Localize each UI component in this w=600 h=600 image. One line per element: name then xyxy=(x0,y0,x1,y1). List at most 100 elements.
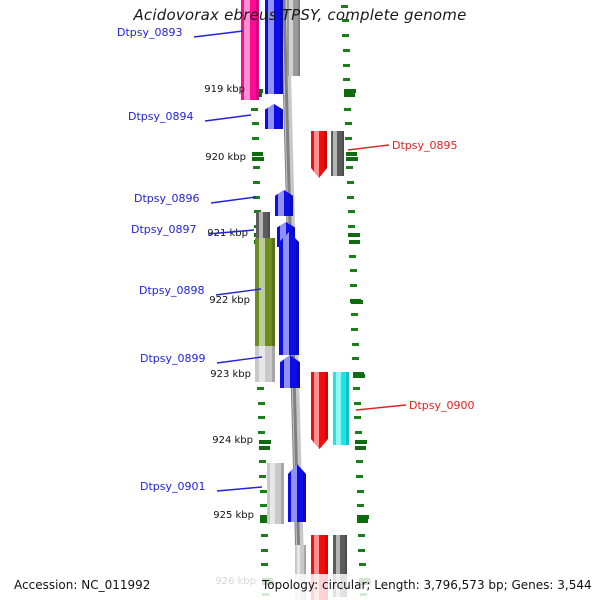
gene-shadow xyxy=(303,464,306,522)
ruler-tick-major xyxy=(349,240,360,244)
gene-glyph[interactable] xyxy=(311,131,327,178)
ruler-tick-minor xyxy=(260,490,267,493)
gene-shadow xyxy=(324,131,327,178)
ruler-tick-minor xyxy=(351,328,358,331)
gene-highlight xyxy=(314,131,319,178)
ruler-tick-major xyxy=(259,446,270,450)
ruler-tick-minor xyxy=(345,137,352,140)
ruler-tick-minor xyxy=(343,49,350,52)
gene-glyph[interactable] xyxy=(279,232,299,355)
gene-highlight xyxy=(268,104,274,129)
gene-body xyxy=(275,190,293,216)
gene-highlight xyxy=(314,535,320,600)
ruler-tick-minor xyxy=(344,108,351,111)
gene-glyph[interactable] xyxy=(331,131,344,176)
gene-shadow xyxy=(296,355,300,388)
gene-glyph[interactable] xyxy=(265,104,283,129)
feature-label-dtpsy_0896[interactable]: Dtpsy_0896 xyxy=(134,192,200,205)
gene-shadow xyxy=(281,463,284,524)
ruler-label-5: 924 kbp xyxy=(212,435,253,446)
ruler-tick-minor xyxy=(357,504,364,507)
accession-text: Accession: NC_011992 xyxy=(14,578,151,592)
feature-label-dtpsy_0899[interactable]: Dtpsy_0899 xyxy=(140,352,206,365)
ruler-tick-minor xyxy=(356,475,363,478)
feature-label-dtpsy_0898[interactable]: Dtpsy_0898 xyxy=(139,284,205,297)
ruler-tick-minor xyxy=(261,563,268,566)
gene-glyph[interactable] xyxy=(333,372,349,445)
ruler-tick-major xyxy=(344,93,355,97)
ruler-tick-minor xyxy=(252,122,259,125)
ruler-tick-major xyxy=(252,152,263,156)
ruler-tick-minor xyxy=(350,269,357,272)
ruler-tick-minor xyxy=(254,210,261,213)
gene-shadow xyxy=(346,372,349,445)
feature-label-dtpsy_0893[interactable]: Dtpsy_0893 xyxy=(117,26,183,39)
leader-line xyxy=(204,114,252,122)
gene-shadow xyxy=(325,372,328,449)
gene-body xyxy=(288,464,306,522)
gene-shadow xyxy=(295,232,299,355)
feature-label-dtpsy_0895[interactable]: Dtpsy_0895 xyxy=(392,139,458,152)
gene-glyph[interactable] xyxy=(288,464,306,522)
feature-label-dtpsy_0900[interactable]: Dtpsy_0900 xyxy=(409,399,475,412)
gene-shadow xyxy=(280,104,283,129)
gene-glyph[interactable] xyxy=(311,372,328,449)
ruler-tick-minor xyxy=(259,475,266,478)
leader-line xyxy=(216,486,263,492)
leader-line xyxy=(193,30,244,38)
gene-shadow xyxy=(304,545,306,600)
gene-highlight xyxy=(314,372,319,449)
gene-body xyxy=(279,232,299,355)
gene-shadow xyxy=(290,190,293,216)
ruler-label-1: 920 kbp xyxy=(205,152,246,163)
gene-glyph[interactable] xyxy=(280,355,300,388)
ruler-label-6: 925 kbp xyxy=(213,510,254,521)
ruler-tick-major xyxy=(357,515,369,519)
ruler-tick-minor xyxy=(352,357,359,360)
feature-label-dtpsy_0894[interactable]: Dtpsy_0894 xyxy=(128,110,194,123)
ruler-tick-minor xyxy=(258,402,265,405)
ruler-tick-minor xyxy=(253,181,260,184)
gene-shadow xyxy=(344,535,347,597)
ruler-label-0: 919 kbp xyxy=(204,84,245,95)
leader-line xyxy=(347,144,390,151)
gene-shadow xyxy=(271,238,275,346)
gene-body xyxy=(333,372,349,445)
gene-highlight xyxy=(268,0,274,94)
ruler-tick-minor xyxy=(253,196,260,199)
ruler-tick-minor xyxy=(261,534,268,537)
ruler-tick-minor xyxy=(342,34,349,37)
ruler-tick-minor xyxy=(251,108,258,111)
leader-line xyxy=(355,404,407,411)
gene-glyph[interactable] xyxy=(275,190,293,216)
ruler-tick-major xyxy=(260,515,272,519)
gene-glyph[interactable] xyxy=(256,212,270,238)
ruler-tick-minor xyxy=(352,343,359,346)
feature-label-dtpsy_0901[interactable]: Dtpsy_0901 xyxy=(140,480,206,493)
ruler-tick-minor xyxy=(342,19,349,22)
gene-glyph[interactable] xyxy=(255,346,275,382)
ruler-tick-minor xyxy=(355,431,362,434)
gene-highlight xyxy=(283,355,290,388)
gene-shadow xyxy=(325,535,328,600)
gene-highlight xyxy=(270,463,276,524)
gene-glyph[interactable] xyxy=(255,238,275,346)
gene-glyph[interactable] xyxy=(241,0,259,100)
ruler-tick-minor xyxy=(261,549,268,552)
gene-highlight xyxy=(278,190,284,216)
feature-label-dtpsy_0897[interactable]: Dtpsy_0897 xyxy=(131,223,197,236)
ruler-tick-major xyxy=(346,157,358,161)
ruler-tick-minor xyxy=(348,210,355,213)
gene-glyph[interactable] xyxy=(267,463,284,524)
genome-summary-text: Topology: circular; Length: 3,796,573 bp… xyxy=(262,578,592,592)
gene-body xyxy=(267,463,284,524)
ruler-tick-minor xyxy=(343,64,350,67)
gene-body xyxy=(256,212,270,238)
ruler-tick-major xyxy=(346,152,357,156)
gene-highlight xyxy=(258,238,265,346)
ruler-tick-minor xyxy=(359,563,366,566)
gene-shadow xyxy=(256,0,259,100)
gene-body xyxy=(311,131,327,178)
ruler-tick-minor xyxy=(253,166,260,169)
ruler-tick-minor xyxy=(348,225,355,228)
